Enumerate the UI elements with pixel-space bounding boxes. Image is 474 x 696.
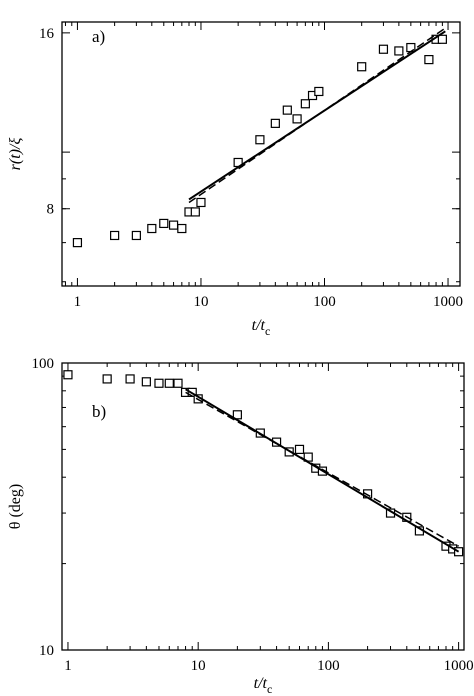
- fit-line-solid: [185, 388, 460, 553]
- x-axis-label: t/tc: [254, 675, 273, 696]
- panel-label: b): [92, 402, 106, 421]
- data-point: [154, 378, 164, 388]
- data-point: [282, 105, 292, 115]
- data-point: [102, 374, 112, 384]
- x-tick-label: 1000: [433, 294, 463, 310]
- data-point: [190, 207, 200, 217]
- data-point: [131, 230, 141, 241]
- data-point: [173, 378, 183, 388]
- x-axis-label-subscript: c: [265, 324, 270, 338]
- x-tick-label: 10: [191, 658, 206, 674]
- data-point: [196, 197, 206, 208]
- data-point: [164, 378, 174, 388]
- fit-line-dashed: [188, 27, 446, 204]
- y-tick-label: 8: [47, 202, 55, 218]
- data-point: [232, 410, 242, 420]
- data-point: [255, 135, 265, 145]
- x-axis-label-main: t/t: [254, 675, 268, 692]
- data-point: [357, 62, 367, 72]
- data-point: [177, 223, 187, 234]
- plot-frame: [61, 21, 461, 287]
- x-tick-label: 1000: [444, 658, 474, 674]
- data-point: [424, 54, 434, 65]
- data-point: [300, 99, 310, 109]
- data-point: [141, 377, 151, 387]
- fit-line-dashed: [185, 391, 459, 547]
- y-tick-label: 100: [32, 356, 55, 372]
- x-tick-label: 1: [74, 294, 82, 310]
- data-point: [294, 444, 305, 454]
- data-point: [454, 547, 464, 557]
- plot-frame: [61, 362, 465, 651]
- data-point: [437, 34, 447, 44]
- x-axis-label: t/tc: [252, 317, 271, 338]
- panel-b: 1 10 100 1000 10 100 b) t/tc θ (deg): [7, 356, 474, 696]
- x-tick-label: 1: [64, 658, 72, 674]
- data-point: [147, 223, 157, 234]
- data-point: [314, 86, 324, 97]
- y-axis-label: r(t)/ξ: [7, 138, 24, 171]
- panel-a: 1 10 100 1000 8 16 a) t/tc r(t)/ξ: [7, 21, 463, 338]
- data-point: [378, 44, 389, 54]
- x-axis-label-main: t/t: [252, 317, 266, 334]
- data-point: [159, 218, 169, 229]
- x-tick-label: 100: [317, 658, 340, 674]
- x-tick-label: 100: [313, 294, 336, 310]
- panel-label: a): [92, 27, 105, 46]
- fit-line-solid: [188, 30, 446, 201]
- data-point: [394, 46, 404, 56]
- data-point: [110, 230, 120, 241]
- y-tick-label: 10: [39, 643, 54, 659]
- y-tick-label: 16: [39, 26, 55, 42]
- data-point: [125, 374, 135, 384]
- y-axis-label: θ (deg): [7, 484, 24, 529]
- x-tick-label: 10: [193, 294, 208, 310]
- data-point: [63, 370, 73, 380]
- data-point: [168, 220, 179, 230]
- data-point: [72, 238, 83, 248]
- x-axis-label-subscript: c: [267, 682, 272, 696]
- data-point: [270, 118, 280, 128]
- data-point: [292, 114, 302, 124]
